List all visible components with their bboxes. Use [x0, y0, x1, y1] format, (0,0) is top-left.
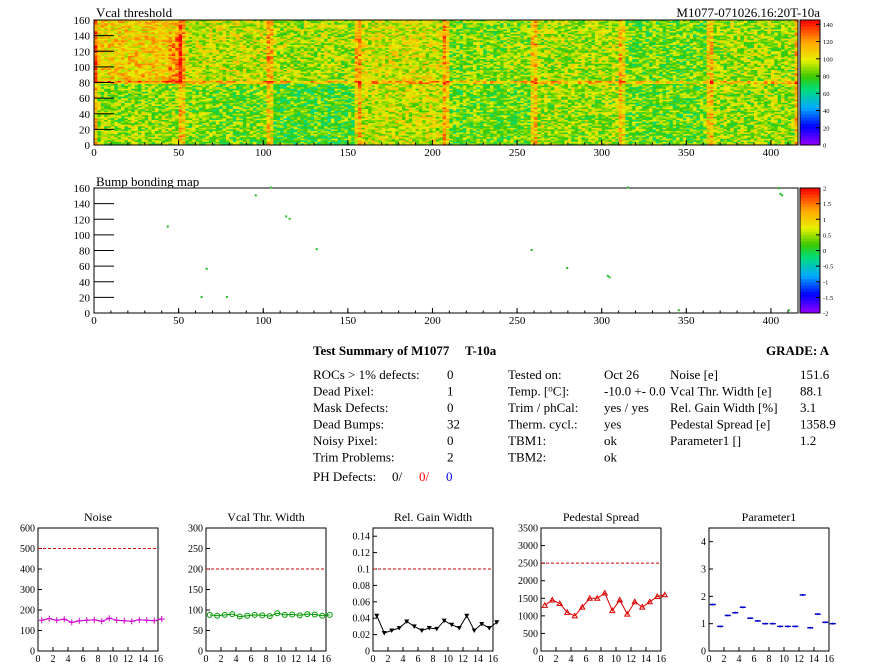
- vcal-threshold-title: Vcal threshold: [96, 5, 173, 20]
- module-id-label: M1077-071026.16:20T-10a: [676, 5, 820, 20]
- vcal-threshold-cells: [94, 20, 798, 145]
- vcal-threshold-plot: Vcal threshold M1077-071026.16:20T-10a 0…: [74, 5, 833, 159]
